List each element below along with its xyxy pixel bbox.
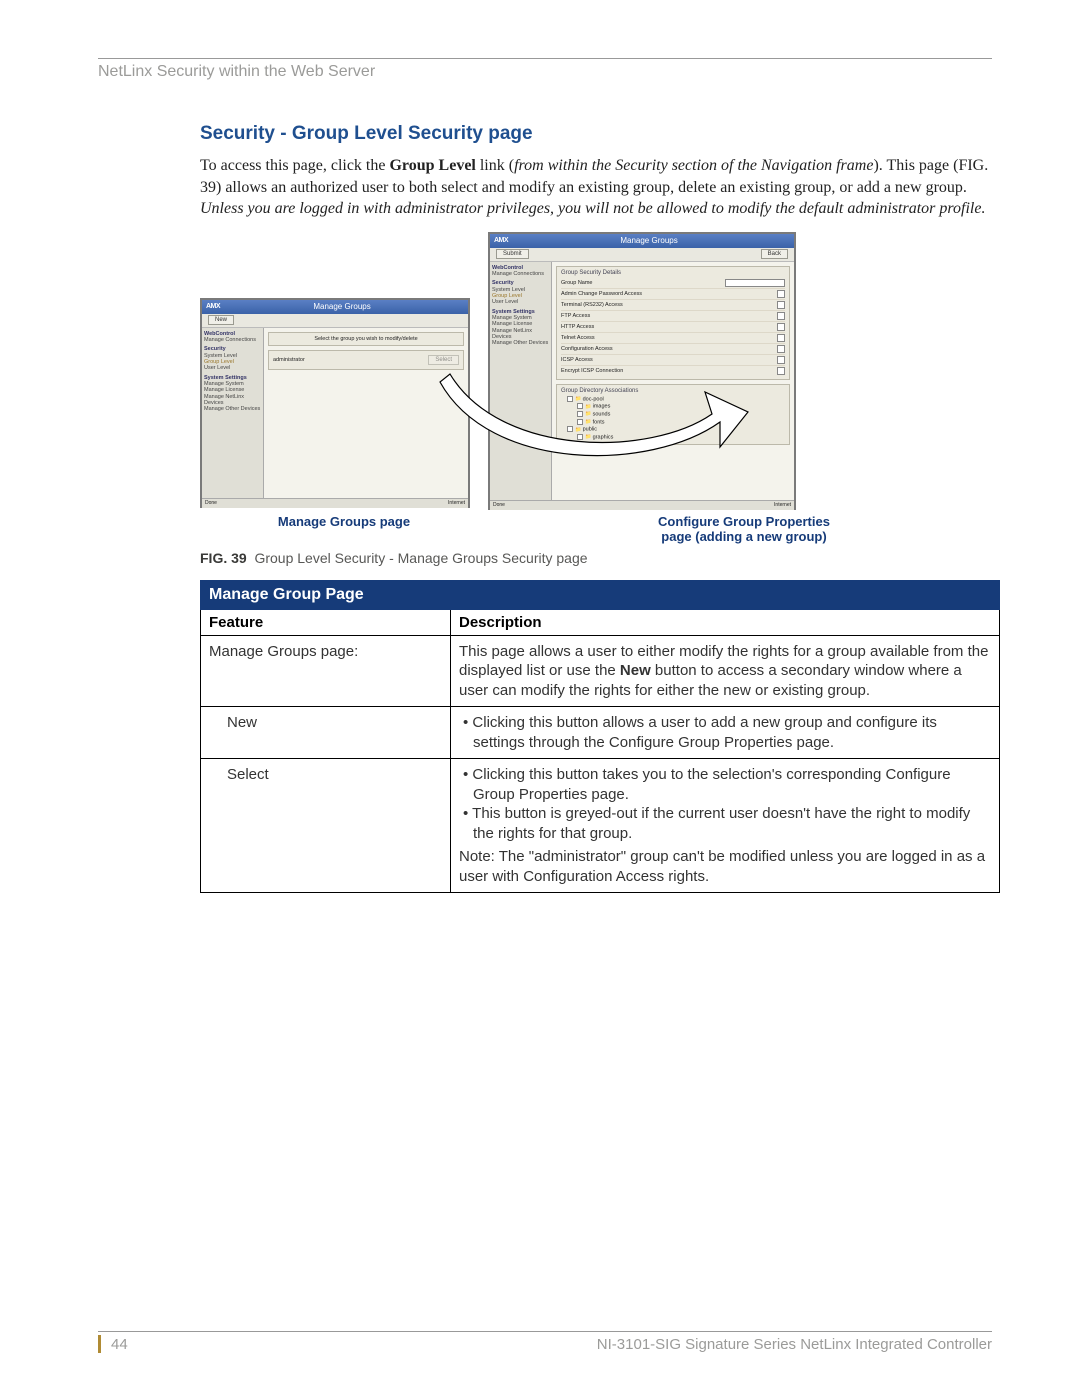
figure-caption-right: Configure Group Properties page (adding … [488, 514, 1000, 544]
figure-39: AMX Manage Groups New WebControlManage C… [200, 232, 1000, 510]
detail-row: Telnet Access [561, 332, 785, 343]
detail-row: Admin Change Password Access [561, 288, 785, 299]
back-button[interactable]: Back [761, 249, 788, 259]
table-cell: New [201, 707, 451, 759]
table-cell: Clicking this button allows a user to ad… [451, 707, 1000, 759]
group-list-item: administrator [273, 357, 428, 363]
table-cell: Clicking this button takes you to the se… [451, 759, 1000, 893]
window-title: Manage Groups [220, 302, 464, 311]
nav-sidebar: WebControlManage Connections Security Sy… [490, 262, 552, 500]
checkbox[interactable] [567, 396, 573, 402]
checkbox[interactable] [777, 323, 785, 331]
checkbox[interactable] [777, 367, 785, 375]
window-title: Manage Groups [508, 236, 790, 245]
new-button[interactable]: New [208, 315, 234, 325]
panel-title: Group Security Details [561, 270, 785, 276]
checkbox[interactable] [577, 403, 583, 409]
figure-label: FIG. 39 Group Level Security - Manage Gr… [200, 550, 1000, 566]
detail-row: Configuration Access [561, 343, 785, 354]
panel-title: Group Directory Associations [561, 388, 785, 394]
brand-logo: AMX [494, 237, 508, 244]
manage-group-table: Manage Group Page Feature Description Ma… [200, 580, 1000, 894]
footer-doc-title: NI-3101-SIG Signature Series NetLinx Int… [597, 1336, 992, 1353]
checkbox[interactable] [567, 426, 573, 432]
figure-caption-left: Manage Groups page [200, 514, 488, 544]
checkbox[interactable] [777, 301, 785, 309]
detail-row: Terminal (RS232) Access [561, 299, 785, 310]
checkbox[interactable] [777, 345, 785, 353]
dir-item: doc-pool [567, 396, 785, 404]
table-title: Manage Group Page [201, 580, 1000, 609]
text-input[interactable] [725, 279, 785, 287]
dir-item: graphics [567, 434, 785, 442]
brand-logo: AMX [206, 303, 220, 310]
page-number: 44 [111, 1336, 128, 1353]
table-col-feature: Feature [201, 609, 451, 635]
table-cell: Select [201, 759, 451, 893]
table-cell: This page allows a user to either modify… [451, 635, 1000, 707]
checkbox[interactable] [777, 356, 785, 364]
dir-item: sounds [567, 411, 785, 419]
nav-sidebar: WebControlManage Connections Security Sy… [202, 328, 264, 498]
section-heading: Security - Group Level Security page [200, 123, 1000, 145]
page-footer: 44 NI-3101-SIG Signature Series NetLinx … [98, 1331, 992, 1353]
configure-group-window: AMX Manage Groups Submit Back WebControl… [488, 232, 796, 510]
dir-item: fonts [567, 419, 785, 427]
dir-item: images [567, 403, 785, 411]
detail-row: Group Name [561, 278, 785, 288]
section-paragraph: To access this page, click the Group Lev… [200, 155, 1000, 220]
checkbox[interactable] [577, 434, 583, 440]
instruction-text: Select the group you wish to modify/dele… [273, 336, 459, 342]
select-button[interactable]: Select [428, 355, 459, 365]
checkbox[interactable] [777, 334, 785, 342]
running-header: NetLinx Security within the Web Server [98, 63, 992, 81]
manage-groups-window: AMX Manage Groups New WebControlManage C… [200, 298, 470, 508]
detail-row: HTTP Access [561, 321, 785, 332]
detail-row: Encrypt ICSP Connection [561, 365, 785, 376]
checkbox[interactable] [777, 290, 785, 298]
checkbox[interactable] [777, 312, 785, 320]
detail-row: FTP Access [561, 310, 785, 321]
dir-item: public [567, 426, 785, 434]
checkbox[interactable] [577, 419, 583, 425]
table-cell: Manage Groups page: [201, 635, 451, 707]
detail-row: ICSP Access [561, 354, 785, 365]
checkbox[interactable] [577, 411, 583, 417]
table-col-description: Description [451, 609, 1000, 635]
accent-bar-icon [98, 1335, 101, 1353]
submit-button[interactable]: Submit [496, 249, 529, 259]
